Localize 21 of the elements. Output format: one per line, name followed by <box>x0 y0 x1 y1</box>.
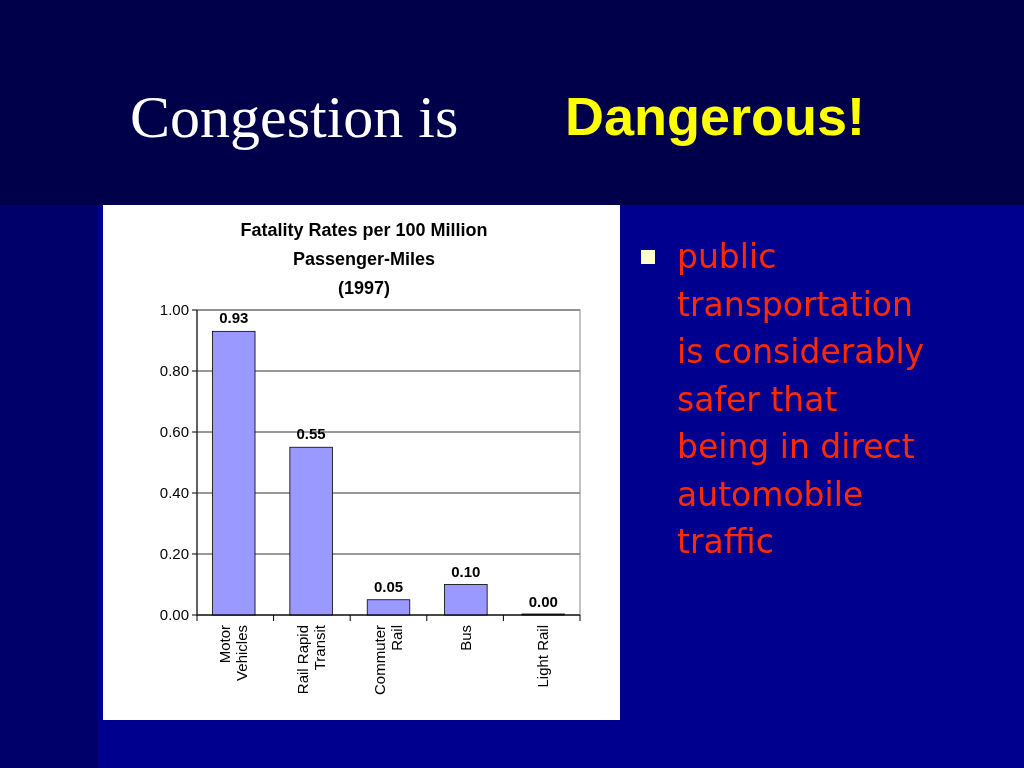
text: public transportation is considerably safer that being in direct automobile traffic <box>677 237 925 561</box>
y-tick-label: 0.60 <box>159 423 189 440</box>
y-tick-label: 0.80 <box>159 362 189 379</box>
x-tick-label: Light Rail <box>534 625 552 688</box>
chart-subtitle: (1997) <box>337 278 391 298</box>
y-tick-label: 1.00 <box>159 301 189 318</box>
data-label: 0.55 <box>296 425 326 443</box>
text: Dangerous! <box>565 86 866 146</box>
chart-title: Fatality Rates per 100 Million Passenger-Miles <box>240 220 488 269</box>
y-tick-label: 0.20 <box>159 545 189 562</box>
data-label: 0.10 <box>451 562 481 580</box>
data-label: 0.00 <box>528 593 558 610</box>
text: Congestion is <box>130 84 459 150</box>
x-tick-label: Commuter Rail <box>371 625 405 696</box>
y-tick-label: 0.00 <box>159 606 189 623</box>
x-tick-label: Rail Rapid Transit <box>293 624 328 695</box>
y-tick-label: 0.40 <box>159 484 189 501</box>
x-tick-label: Bus <box>456 625 474 651</box>
data-label: 0.93 <box>219 309 249 327</box>
x-tick-label: Motor Vehicles <box>216 625 251 681</box>
data-label: 0.05 <box>373 577 404 595</box>
